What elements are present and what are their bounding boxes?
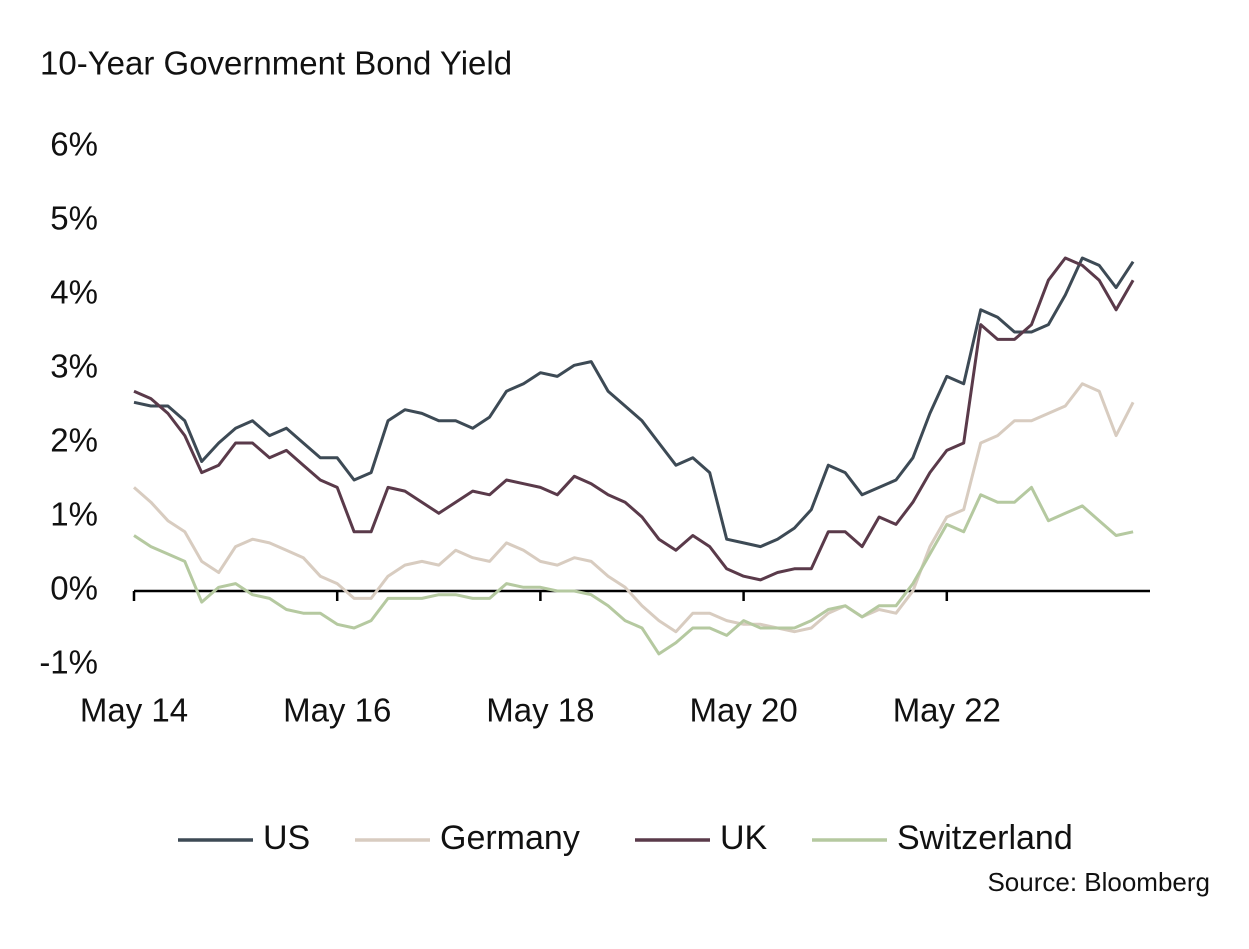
y-tick-label: 4%: [50, 274, 98, 311]
legend-label: US: [263, 819, 310, 857]
legend-label: UK: [720, 819, 768, 857]
y-tick-label: 1%: [50, 496, 98, 533]
y-tick-label: 0%: [50, 570, 98, 607]
chart-title: 10-Year Government Bond Yield: [40, 45, 512, 82]
x-tick-label: May 16: [283, 692, 391, 729]
source-note: Source: Bloomberg: [987, 867, 1210, 897]
x-tick-label: May 14: [80, 692, 188, 729]
y-tick-label: 3%: [50, 348, 98, 385]
series-line: [133, 485, 1134, 656]
y-tick-label: -1%: [39, 644, 98, 681]
x-tick-label: May 20: [689, 692, 797, 729]
x-tick-label: May 18: [486, 692, 594, 729]
legend-label: Switzerland: [897, 819, 1073, 857]
y-tick-label: 5%: [50, 200, 98, 237]
y-tick-label: 6%: [50, 126, 98, 163]
x-tick-label: May 22: [893, 692, 1001, 729]
y-tick-label: 2%: [50, 422, 98, 459]
series-line: [133, 256, 1135, 549]
legend-label: Germany: [440, 819, 580, 857]
series-line: [133, 382, 1135, 634]
series-line: [133, 256, 1135, 582]
